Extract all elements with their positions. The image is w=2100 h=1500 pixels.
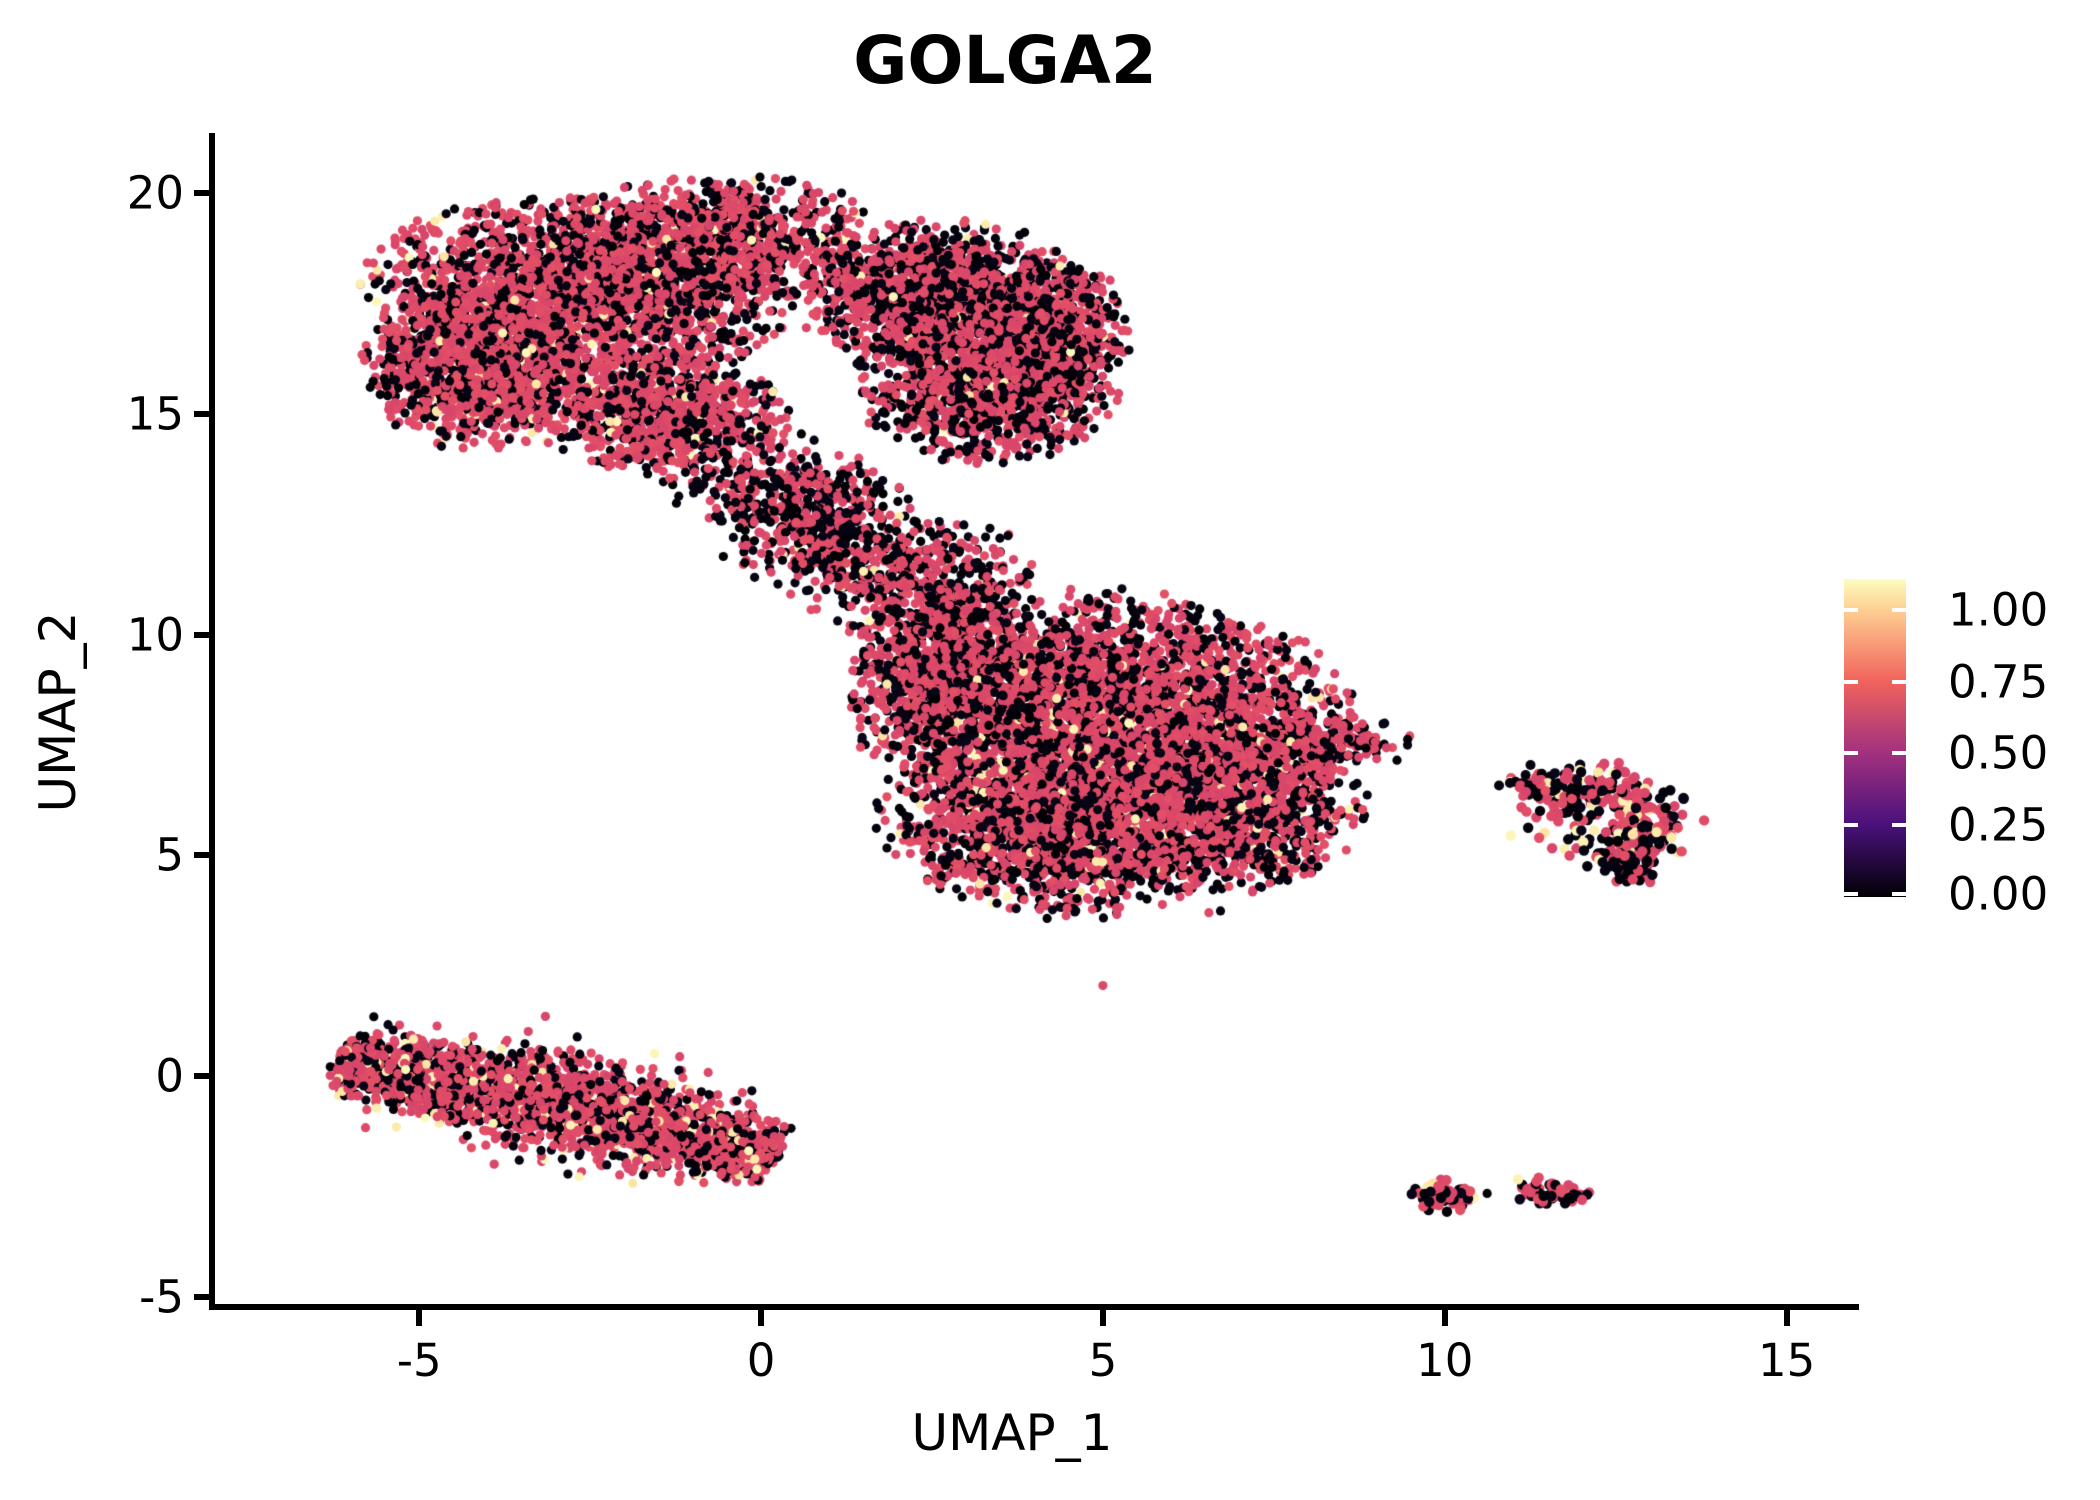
x-tick-label: -5 xyxy=(396,1334,442,1387)
x-tick-label: 0 xyxy=(746,1334,776,1387)
colorbar-tick-dash xyxy=(1892,607,1906,612)
plot-title: GOLGA2 xyxy=(853,22,1157,99)
y-tick-mark xyxy=(194,1293,210,1300)
y-tick-mark xyxy=(194,1073,210,1080)
colorbar-tick-dash xyxy=(1892,823,1906,828)
y-tick-mark xyxy=(194,190,210,197)
x-axis-label: UMAP_1 xyxy=(911,1404,1113,1462)
y-tick-label: 0 xyxy=(155,1049,184,1103)
colorbar-tick-dash xyxy=(1844,607,1858,612)
y-axis-line xyxy=(209,133,215,1310)
x-tick-label: 10 xyxy=(1416,1334,1474,1387)
x-tick-mark xyxy=(416,1310,423,1326)
x-axis-line xyxy=(209,1304,1859,1310)
y-tick-label: 20 xyxy=(126,166,184,220)
colorbar-tick-label: 0.50 xyxy=(1948,726,2049,780)
y-tick-label: 5 xyxy=(155,828,184,882)
y-axis-label: UMAP_2 xyxy=(29,611,87,813)
colorbar-gradient xyxy=(1844,579,1906,897)
y-tick-mark xyxy=(194,631,210,638)
colorbar-tick-dash xyxy=(1844,679,1858,684)
y-tick-label: 15 xyxy=(126,387,184,441)
colorbar-tick-dash xyxy=(1844,751,1858,756)
y-tick-mark xyxy=(194,852,210,859)
x-tick-mark xyxy=(1441,1310,1448,1326)
x-tick-mark xyxy=(1783,1310,1790,1326)
x-tick-mark xyxy=(1099,1310,1106,1326)
colorbar-tick-dash xyxy=(1844,892,1858,896)
colorbar-tick-dash xyxy=(1892,751,1906,756)
x-tick-label: 5 xyxy=(1088,1334,1118,1387)
colorbar-tick-label: 0.75 xyxy=(1948,655,2049,709)
colorbar-tick-label: 0.25 xyxy=(1948,798,2049,852)
colorbar-tick-dash xyxy=(1844,823,1858,828)
y-tick-mark xyxy=(194,410,210,417)
colorbar-tick-dash xyxy=(1892,892,1906,896)
colorbar-tick-label: 1.00 xyxy=(1948,583,2049,637)
colorbar-tick-label: 0.00 xyxy=(1948,867,2049,921)
colorbar-tick-dash xyxy=(1892,679,1906,684)
y-tick-label: 10 xyxy=(126,608,184,662)
x-tick-mark xyxy=(758,1310,765,1326)
x-tick-label: 15 xyxy=(1757,1334,1816,1387)
y-tick-label: -5 xyxy=(139,1270,184,1324)
